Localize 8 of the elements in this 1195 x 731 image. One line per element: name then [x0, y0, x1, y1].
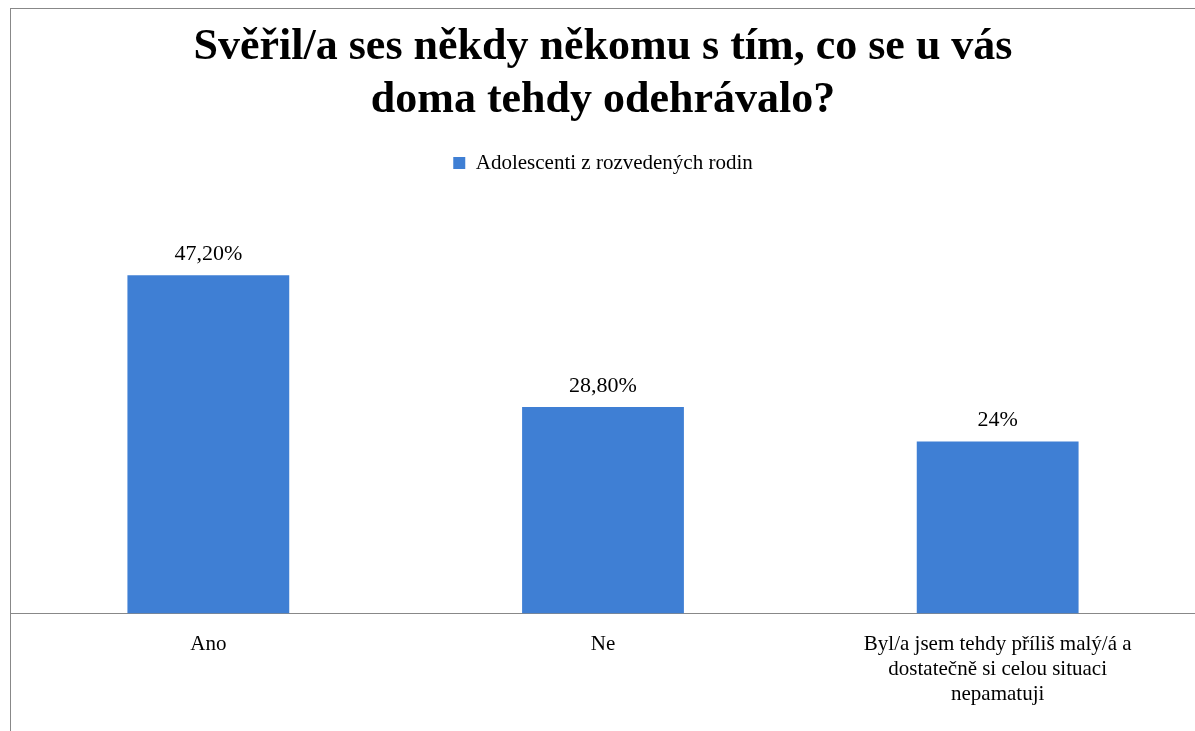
data-label: 28,80% [569, 371, 637, 397]
legend-label: Adolescenti z rozvedených rodin [475, 149, 754, 174]
x-tick-label: Byl/a jsem tehdy příliš malý/á a dostatečně si celou situaci nepamatuji [863, 630, 1133, 705]
chart-title: Svěřil/a ses někdy někomu s tím, co se u vás doma tehdy odehrávalo? [193, 19, 1013, 122]
data-label: 24% [977, 406, 1018, 432]
x-tick-label: Ano [190, 630, 227, 655]
x-tick-label: Ne [590, 630, 616, 655]
data-label: 47,20% [174, 240, 243, 266]
